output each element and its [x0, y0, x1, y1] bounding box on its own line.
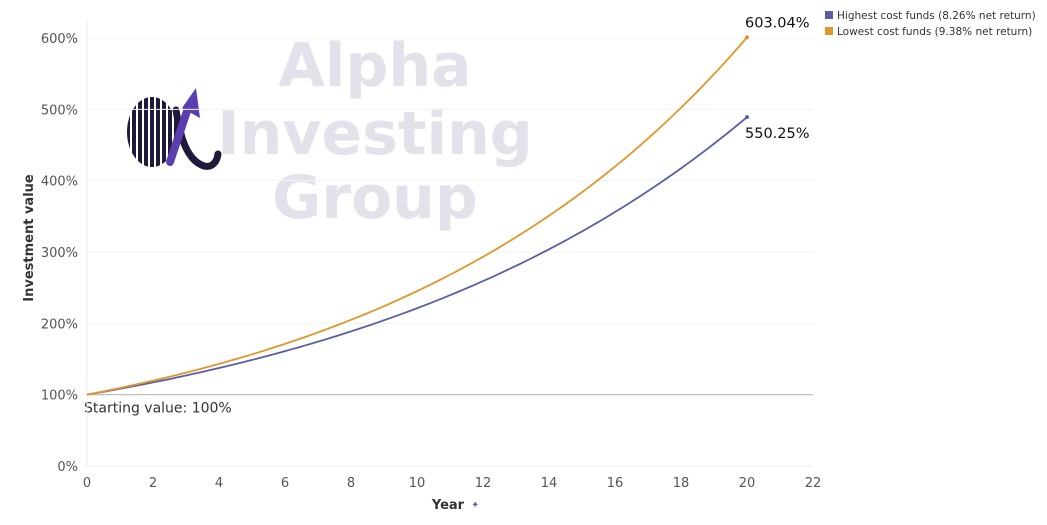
- sort-pin-icon[interactable]: ✦: [471, 500, 479, 511]
- x-tick-label: 16: [607, 476, 624, 491]
- x-axis-title: Year: [431, 498, 465, 513]
- end-labels: 550.25% 603.04%: [745, 15, 810, 142]
- x-tick-label: 6: [281, 476, 289, 491]
- legend: Highest cost funds (8.26% net return) Low…: [825, 10, 1036, 38]
- legend-label: Lowest cost funds (9.38% net return): [837, 26, 1032, 38]
- baseline-label: Starting value: 100%: [84, 401, 232, 417]
- watermark-line-1: Alpha: [278, 31, 471, 101]
- y-tick-label: 0%: [57, 460, 78, 475]
- x-tick-label: 14: [541, 476, 558, 491]
- legend-swatch: [825, 27, 833, 35]
- axes: 0% 100% 200% 300% 400% 500% 600% 0 2 4 6 8 10 12 14 16 1…: [41, 18, 821, 491]
- x-tick-label: 8: [347, 476, 355, 491]
- y-tick-label: 400%: [41, 175, 78, 190]
- y-tick-label: 600%: [41, 32, 78, 47]
- y-tick-label: 500%: [41, 103, 78, 118]
- series-end-point: [745, 35, 749, 40]
- baseline: Starting value: 100%: [84, 394, 813, 417]
- watermark-line-2: Investing: [217, 99, 532, 169]
- series-end-point: [745, 115, 749, 120]
- watermark: Alpha Investing Group: [217, 31, 532, 233]
- y-tick-label: 200%: [41, 317, 78, 332]
- series-line: [86, 116, 748, 396]
- legend-label: Highest cost funds (8.26% net return): [837, 10, 1036, 22]
- x-tick-label: 2: [149, 476, 157, 491]
- x-tick-label: 20: [739, 476, 756, 491]
- alpha-arrow-logo-icon: [127, 88, 222, 170]
- y-tick-label: 300%: [41, 246, 78, 261]
- x-tick-label: 12: [475, 476, 492, 491]
- end-value-label: 603.04%: [745, 15, 810, 31]
- y-tick-label: 100%: [41, 389, 78, 404]
- x-tick-label: 22: [805, 476, 822, 491]
- series-line: [86, 36, 748, 396]
- x-tick-label: 0: [83, 476, 91, 491]
- series: [86, 35, 749, 396]
- watermark-line-3: Group: [272, 163, 478, 233]
- x-tick-label: 4: [215, 476, 223, 491]
- legend-swatch: [825, 11, 833, 19]
- x-tick-label: 18: [673, 476, 690, 491]
- end-value-label: 550.25%: [745, 126, 810, 142]
- y-axis-title: Investment value: [22, 174, 37, 302]
- x-tick-label: 10: [409, 476, 426, 491]
